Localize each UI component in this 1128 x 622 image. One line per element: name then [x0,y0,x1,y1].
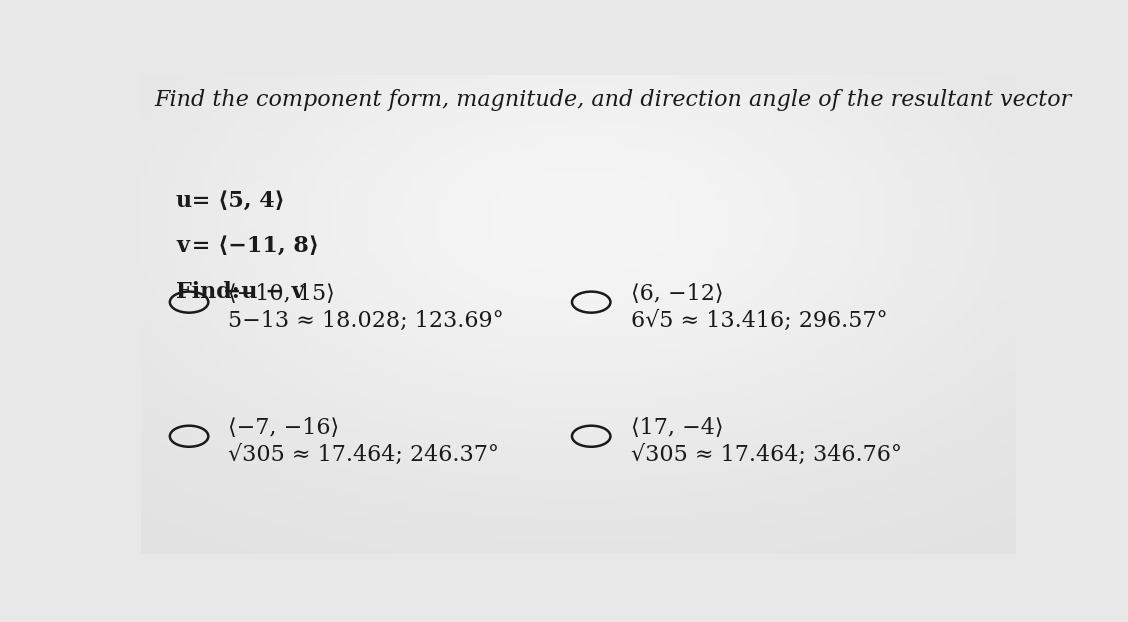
Text: √305 ≈ 17.464; 246.37°: √305 ≈ 17.464; 246.37° [228,444,500,466]
Text: v: v [176,235,190,257]
Text: −u − v: −u − v [215,281,305,302]
Text: 5−13 ≈ 18.028; 123.69°: 5−13 ≈ 18.028; 123.69° [228,310,504,332]
Text: u: u [176,190,192,211]
Text: = ⟨−11, 8⟩: = ⟨−11, 8⟩ [184,235,319,257]
Text: 6√5 ≈ 13.416; 296.57°: 6√5 ≈ 13.416; 296.57° [631,310,888,332]
Text: ⟨−10, 15⟩: ⟨−10, 15⟩ [228,283,335,305]
Text: Find the component form, magnitude, and direction angle of the resultant vector: Find the component form, magnitude, and … [155,89,1072,111]
Text: ⟨6, −12⟩: ⟨6, −12⟩ [631,283,723,305]
Text: Find:: Find: [176,281,240,302]
Text: = ⟨5, 4⟩: = ⟨5, 4⟩ [184,190,284,211]
Text: ⟨17, −4⟩: ⟨17, −4⟩ [631,417,723,439]
Text: √305 ≈ 17.464; 346.76°: √305 ≈ 17.464; 346.76° [631,444,901,466]
Text: ⟨−7, −16⟩: ⟨−7, −16⟩ [228,417,340,439]
